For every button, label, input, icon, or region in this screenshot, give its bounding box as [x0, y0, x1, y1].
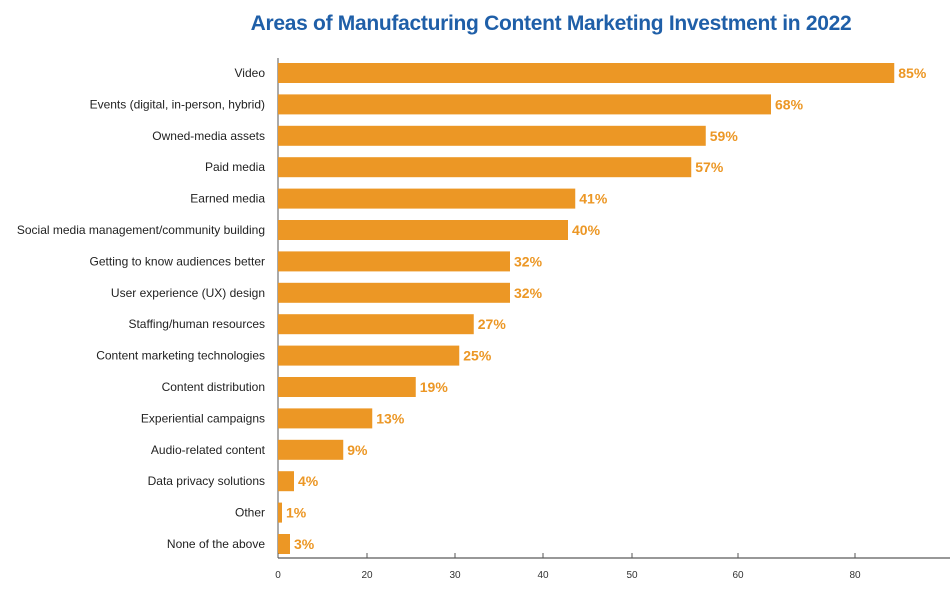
- bar: [278, 314, 474, 335]
- bar: [278, 157, 692, 178]
- data-label: 1%: [286, 505, 307, 521]
- x-tick-label: 30: [449, 570, 461, 581]
- bar: [278, 220, 568, 240]
- data-label: 40%: [572, 222, 601, 238]
- category-label: User experience (UX) design: [111, 286, 265, 300]
- category-label: Other: [235, 506, 265, 520]
- data-label: 85%: [898, 65, 927, 81]
- bar: [278, 408, 373, 429]
- category-label: Paid media: [205, 160, 265, 174]
- category-label: Events (digital, in-person, hybrid): [90, 97, 265, 111]
- data-label: 68%: [775, 96, 804, 112]
- bar: [278, 251, 510, 272]
- data-label: 3%: [294, 536, 315, 552]
- category-label: Data privacy solutions: [148, 474, 265, 488]
- category-label: Social media management/community buildi…: [17, 223, 265, 237]
- category-label: Experiential campaigns: [141, 411, 265, 425]
- data-label: 57%: [695, 159, 724, 175]
- category-label: Content marketing technologies: [96, 349, 265, 363]
- bar: [278, 345, 460, 366]
- bar: [278, 377, 416, 397]
- data-label: 13%: [376, 410, 405, 426]
- category-label: Video: [235, 66, 266, 80]
- x-tick-label: 0: [275, 570, 281, 581]
- data-label: 32%: [514, 285, 543, 301]
- data-label: 4%: [298, 473, 319, 489]
- category-label: Content distribution: [162, 380, 265, 394]
- category-label: Earned media: [190, 192, 265, 206]
- category-label: Staffing/human resources: [128, 317, 265, 331]
- x-tick-label: 40: [537, 570, 549, 581]
- data-label: 32%: [514, 253, 543, 269]
- bar: [278, 471, 294, 492]
- x-tick-label: 50: [626, 570, 638, 581]
- bar: [278, 282, 510, 303]
- data-label: 25%: [463, 348, 492, 364]
- data-label: 9%: [347, 442, 368, 458]
- x-tick-label: 80: [849, 570, 861, 581]
- x-tick-label: 20: [361, 570, 373, 581]
- bar: [278, 534, 290, 554]
- bar: [278, 502, 282, 523]
- category-label: Getting to know audiences better: [90, 254, 265, 268]
- bar: [278, 125, 706, 146]
- category-label: Owned-media assets: [152, 129, 265, 143]
- data-label: 41%: [579, 191, 608, 207]
- category-label: None of the above: [167, 537, 265, 551]
- data-label: 59%: [710, 128, 739, 144]
- chart-title: Areas of Manufacturing Content Marketing…: [250, 12, 852, 35]
- bar: [278, 188, 576, 209]
- bar: [278, 439, 344, 460]
- x-tick-label: 60: [732, 570, 744, 581]
- category-label: Audio-related content: [151, 443, 266, 457]
- data-label: 27%: [478, 316, 507, 332]
- bar: [278, 94, 771, 115]
- data-label: 19%: [420, 379, 449, 395]
- bar: [278, 63, 895, 83]
